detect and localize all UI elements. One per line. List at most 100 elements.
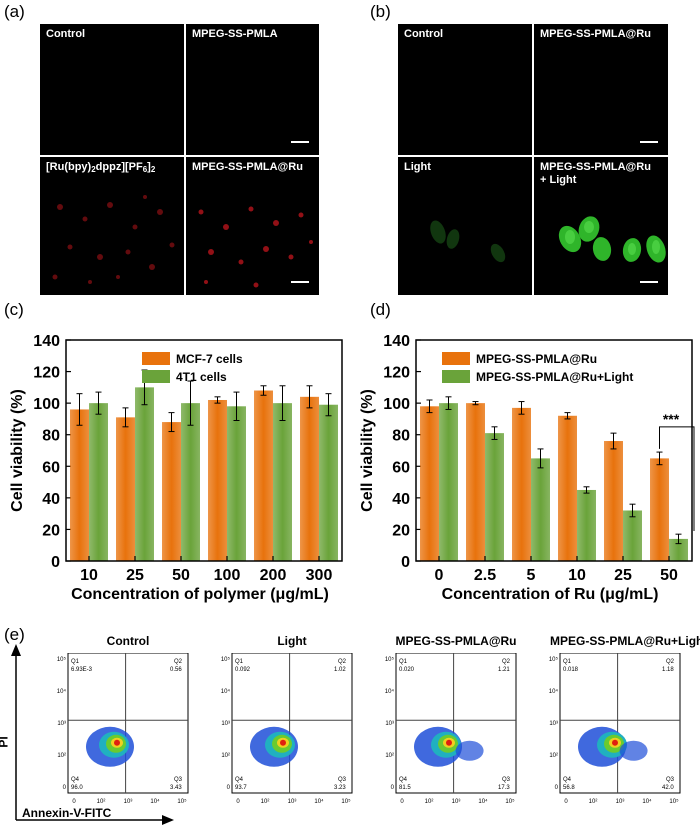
bar [135, 387, 154, 561]
x-tick-label: 10³ [124, 799, 133, 805]
micrograph-a-control: Control [40, 24, 184, 155]
bar [577, 489, 596, 561]
chart-c-polymer-viability: 0 20 40 60 80 100 120 140 10 25 50 100 200 300 Concent… [9, 333, 343, 603]
y-tick-label: 0 [51, 554, 60, 571]
quadrant-value: 0.56 [170, 667, 182, 673]
y-tick-label: 10³ [221, 721, 230, 727]
cell-population [114, 739, 120, 746]
micrograph-b-polymer-ru-light: MPEG-SS-PMLA@Ru + Light [534, 157, 668, 295]
x-tick-label: 2.5 [474, 567, 496, 584]
arrow-up-icon [11, 644, 21, 656]
arrow-right-icon [162, 815, 174, 825]
x-tick-label: 10⁵ [341, 798, 351, 805]
y-tick-label: 10⁴ [221, 688, 231, 695]
quadrant-value: 81.5 [399, 785, 411, 791]
x-tick-label: 10³ [288, 799, 297, 805]
quadrant-name: Q3 [338, 777, 347, 783]
micrograph-a-polymer: MPEG-SS-PMLA [186, 24, 319, 155]
bar [420, 406, 439, 561]
x-tick-label: 10⁵ [505, 798, 515, 805]
bar [89, 403, 108, 561]
y-tick-label: 40 [392, 491, 410, 508]
bar [181, 403, 200, 561]
bar [485, 433, 504, 561]
flow-ylabel: PI [0, 736, 11, 748]
green-fluorescence-signal [558, 216, 666, 263]
x-tick-label: 10 [80, 567, 98, 584]
legend-label: MCF-7 cells [176, 352, 243, 366]
legend-swatch [442, 370, 470, 383]
panel-label-b: (b) [370, 2, 391, 21]
quadrant-value: 1.18 [662, 667, 674, 673]
x-tick-label: 200 [260, 567, 287, 584]
scale-bar [640, 141, 658, 143]
micrograph-b-polymer-ru: MPEG-SS-PMLA@Ru [534, 24, 668, 155]
plot-frame [65, 339, 343, 562]
quadrant-name: Q1 [563, 659, 572, 665]
quadrant-value: 0.020 [399, 667, 415, 673]
flow-frame [559, 653, 681, 794]
micrograph-b-control: Control [398, 24, 532, 155]
quadrant-name: Q4 [399, 777, 408, 783]
x-tick-label: 25 [614, 567, 632, 584]
y-tick-label: 0 [391, 785, 395, 791]
cell-population [619, 740, 648, 761]
y-axis-label: Cell viability (%) [359, 389, 376, 512]
bar [208, 399, 227, 561]
y-axis-label: Cell viability (%) [9, 389, 26, 512]
chart-d-ru-viability: 0 20 40 60 80 100 120 140 0 2.5 5 10 25 50Concentrati… [359, 333, 695, 603]
bar [439, 403, 458, 561]
flow-axes-arrows [11, 644, 174, 825]
red-fluorescence-signal [52, 195, 175, 284]
x-tick-label: 0 [435, 567, 444, 584]
micrograph-label: MPEG-SS-PMLA [192, 28, 278, 40]
green-fluorescence-signal [430, 220, 506, 263]
flow-plot-title: MPEG-SS-PMLA@Ru [395, 634, 517, 648]
quadrant-name: Q3 [174, 777, 183, 783]
quadrant-name: Q4 [235, 777, 244, 783]
cell-population [280, 739, 286, 746]
y-tick-label: 120 [383, 365, 410, 382]
quadrant-name: Q4 [563, 777, 572, 783]
panel-label-d: (d) [370, 300, 391, 319]
quadrant-name: Q1 [399, 659, 408, 665]
y-tick-label: 20 [42, 522, 60, 539]
micrograph-label: MPEG-SS-PMLA@Ru [540, 28, 651, 40]
y-tick-label: 140 [383, 333, 410, 350]
y-tick-label: 10² [549, 753, 558, 759]
x-tick-label: 100 [214, 567, 241, 584]
bar [227, 406, 246, 561]
quadrant-value: 56.8 [563, 785, 575, 791]
quadrant-name: Q2 [338, 659, 347, 665]
x-tick-label: 10⁴ [150, 798, 160, 805]
bar [604, 441, 623, 561]
micrograph-a-polymer-ru: MPEG-SS-PMLA@Ru [186, 157, 319, 295]
bar [531, 458, 550, 561]
x-tick-label: 10² [97, 799, 106, 805]
x-tick-label: 50 [660, 567, 678, 584]
quadrant-value: 3.43 [170, 785, 182, 791]
legend-label: MPEG-SS-PMLA@Ru [476, 352, 597, 366]
x-tick-label: 10³ [616, 799, 625, 805]
micrograph-label: Control [404, 28, 444, 40]
quadrant-name: Q1 [235, 659, 244, 665]
x-tick-label: 0 [72, 799, 76, 805]
micrograph-label: Control [46, 28, 86, 40]
quadrant-value: 93.7 [235, 785, 247, 791]
micrograph-label: MPEG-SS-PMLA@Ru [192, 161, 303, 173]
bar [300, 396, 319, 561]
quadrant-value: 96.0 [71, 785, 83, 791]
bar [650, 458, 669, 561]
x-tick-label: 5 [527, 567, 536, 584]
y-tick-label: 0 [555, 785, 559, 791]
y-tick-label: 40 [42, 491, 60, 508]
legend-label: 4T1 cells [176, 370, 227, 384]
bar [319, 404, 338, 561]
x-tick-label: 10⁵ [177, 798, 187, 805]
panel-label-e: (e) [4, 625, 25, 644]
y-tick-label: 10⁵ [57, 656, 67, 663]
x-tick-label: 10² [589, 799, 598, 805]
bar [254, 390, 273, 561]
bar [512, 407, 531, 561]
quadrant-value: 0.018 [563, 667, 579, 673]
